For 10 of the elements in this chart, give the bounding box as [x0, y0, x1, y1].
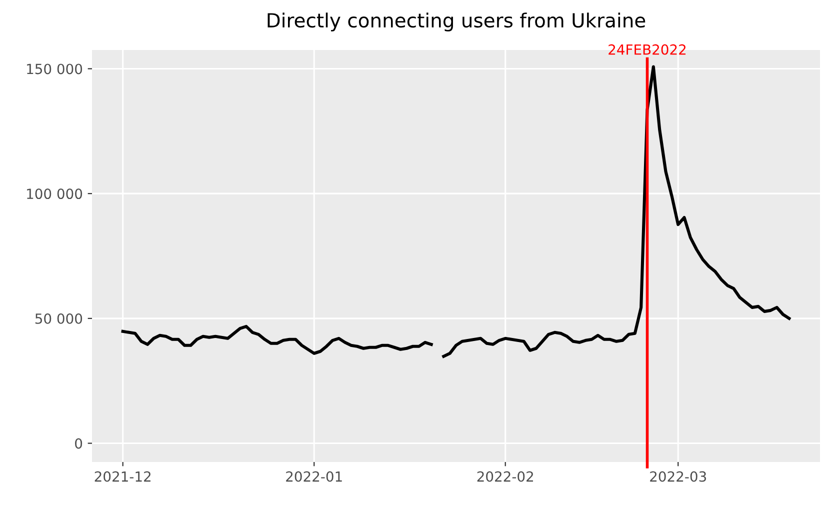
y-tick-label: 0 [75, 438, 82, 449]
chart-title: Directly connecting users from Ukraine [268, 12, 646, 32]
y-tick-label: 100 000 [27, 188, 82, 200]
y-tick-label: 50 000 [35, 313, 82, 324]
x-tick-label: 2022-02 [477, 471, 533, 482]
y-tick-label: 150 000 [27, 64, 82, 74]
x-tick-label: 2022-01 [286, 471, 342, 482]
x-tick-label: 2021-12 [94, 471, 150, 482]
x-tick-label: 2022-03 [650, 471, 706, 482]
ref-line-label: 24FEB2022 [608, 44, 686, 55]
